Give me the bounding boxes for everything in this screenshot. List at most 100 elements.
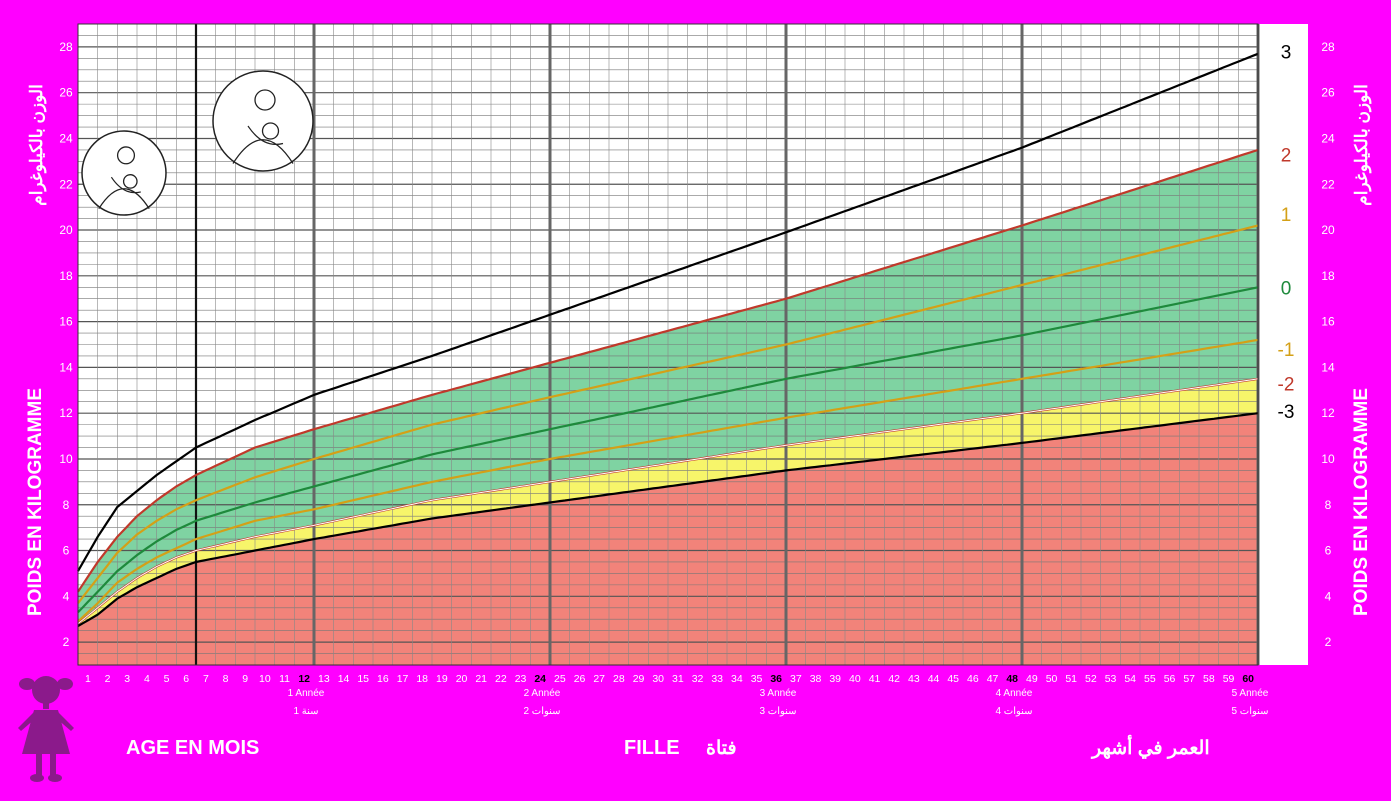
series-line-2 [77, 148, 1259, 593]
x-tick-label: 45 [947, 673, 959, 685]
x-tick-label: 28 [613, 673, 625, 685]
y-axis-title-left-fr: POIDS EN KILOGRAMME [25, 387, 46, 617]
y-axis-title-left-ar: الوزن بالكيلوغرام [27, 84, 46, 206]
x-tick-label: 51 [1065, 673, 1077, 685]
x-tick-label: 53 [1105, 673, 1117, 685]
series-line--3 [77, 412, 1259, 628]
y-tick-label-left: 8 [63, 498, 70, 512]
x-tick-label: 7 [203, 673, 209, 685]
x-tick-label: 20 [456, 673, 468, 685]
x-tick-label: 48 [1006, 673, 1018, 685]
y-tick-label-right: 14 [1321, 360, 1335, 374]
x-tick-label: 38 [810, 673, 822, 685]
year-label-ar: 5 سنوات [1231, 706, 1268, 717]
y-tick-label-right: 24 [1321, 131, 1335, 145]
year-label-ar: 3 سنوات [759, 706, 796, 717]
y-tick-label-left: 16 [59, 315, 73, 329]
zscore-label-3: 3 [1281, 42, 1292, 63]
sex-label-ar: فتاة [706, 738, 737, 759]
year-label-fr: 4 Année [996, 688, 1033, 699]
y-tick-label-left: 6 [63, 544, 70, 558]
mother-body [232, 139, 294, 164]
zscore-label-2: 2 [1281, 145, 1292, 166]
series-line-0 [77, 286, 1259, 614]
baby-head [122, 174, 138, 189]
year-label-ar: 2 سنوات [523, 706, 560, 717]
x-tick-label: 41 [869, 673, 881, 685]
year-label-fr: 5 Année [1232, 688, 1269, 699]
x-tick-label: 10 [259, 673, 271, 685]
y-tick-label-right: 16 [1321, 315, 1335, 329]
y-tick-label-right: 26 [1321, 86, 1335, 100]
medallion-circle [81, 130, 167, 216]
y-tick-label-left: 2 [63, 635, 70, 649]
y-tick-label-left: 4 [63, 589, 70, 603]
y-tick-label-left: 14 [59, 360, 73, 374]
series-line-3 [77, 52, 1259, 572]
x-tick-label: 50 [1046, 673, 1058, 685]
year-label-fr: 3 Année [760, 688, 797, 699]
x-tick-label: 47 [987, 673, 999, 685]
zscore-label-0: 0 [1281, 278, 1292, 299]
x-tick-label: 37 [790, 673, 802, 685]
x-tick-label: 14 [338, 673, 350, 685]
y-tick-label-right: 20 [1321, 223, 1335, 237]
zscore-label--3: -3 [1278, 402, 1295, 423]
x-tick-label: 16 [377, 673, 389, 685]
x-tick-label: 26 [574, 673, 586, 685]
x-tick-label: 1 [85, 673, 91, 685]
y-tick-label-left: 26 [59, 86, 73, 100]
x-tick-label: 31 [672, 673, 684, 685]
x-tick-label: 22 [495, 673, 507, 685]
zscore-label--2: -2 [1278, 374, 1295, 395]
x-tick-label: 58 [1203, 673, 1215, 685]
mother-head [254, 89, 276, 111]
x-tick-label: 6 [183, 673, 189, 685]
x-tick-label: 11 [279, 673, 290, 685]
x-tick-label: 15 [357, 673, 369, 685]
x-tick-label: 46 [967, 673, 979, 685]
x-tick-label: 27 [593, 673, 605, 685]
medallion-circle [212, 70, 314, 172]
mother-child-illustration-icon [212, 70, 314, 172]
x-tick-label: 3 [124, 673, 130, 685]
x-tick-label: 49 [1026, 673, 1038, 685]
arms [110, 176, 141, 194]
x-tick-label: 2 [105, 673, 111, 685]
x-tick-label: 25 [554, 673, 566, 685]
year-label-fr: 2 Année [524, 688, 561, 699]
x-tick-label: 17 [397, 673, 409, 685]
year-label-ar: 1 سنة [293, 706, 318, 717]
year-label-ar: 4 سنوات [995, 706, 1032, 717]
mother-head [116, 146, 136, 165]
x-tick-label: 60 [1242, 673, 1254, 685]
zscore-label--1: -1 [1278, 340, 1295, 361]
x-tick-label: 29 [633, 673, 645, 685]
x-tick-label: 39 [829, 673, 841, 685]
x-tick-label: 4 [144, 673, 150, 685]
x-axis-title-ar: العمر في أشهر [1092, 738, 1210, 759]
x-tick-label: 30 [652, 673, 664, 685]
y-axis-title-right-fr: POIDS EN KILOGRAMME [1351, 387, 1372, 617]
x-tick-label: 19 [436, 673, 448, 685]
x-tick-label: 52 [1085, 673, 1097, 685]
x-tick-label: 43 [908, 673, 920, 685]
x-tick-label: 21 [475, 673, 487, 685]
x-tick-label: 23 [515, 673, 527, 685]
x-tick-label: 54 [1124, 673, 1136, 685]
arms [247, 125, 284, 145]
y-tick-label-left: 10 [59, 452, 73, 466]
y-tick-label-right: 6 [1325, 544, 1332, 558]
x-tick-label: 57 [1183, 673, 1195, 685]
x-tick-label: 36 [770, 673, 782, 685]
x-tick-label: 13 [318, 673, 330, 685]
y-tick-label-left: 24 [59, 131, 73, 145]
y-tick-label-right: 22 [1321, 177, 1335, 191]
sex-label-fr: FILLE [624, 737, 680, 759]
x-tick-label: 56 [1164, 673, 1176, 685]
y-tick-label-left: 12 [59, 406, 73, 420]
y-axis-title-right-ar: الوزن بالكيلوغرام [1352, 84, 1371, 206]
x-tick-label: 18 [416, 673, 428, 685]
series-line-1 [77, 224, 1259, 604]
